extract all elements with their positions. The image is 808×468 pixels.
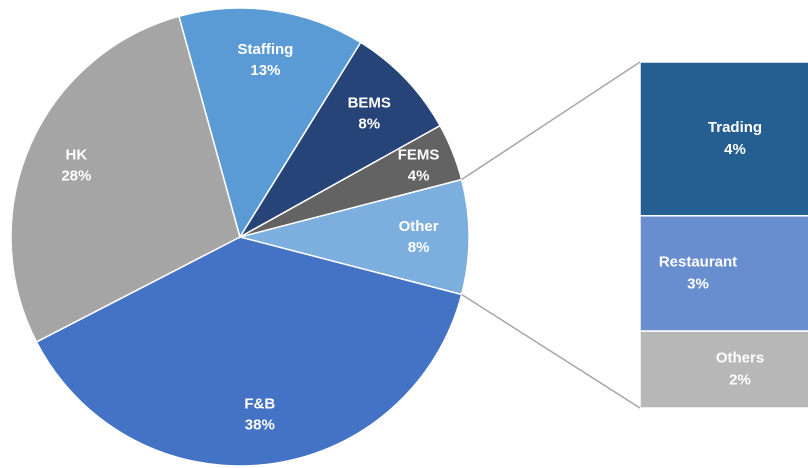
pie-slice	[10, 15, 241, 343]
connector	[461, 61, 641, 181]
connector	[461, 293, 641, 409]
pie-slice	[35, 236, 463, 467]
bar-value: 4%	[724, 141, 746, 158]
pie-slice	[237, 41, 442, 240]
slice-value: 8%	[358, 116, 380, 133]
bar-label: Trading	[708, 119, 762, 136]
bar-segment	[639, 61, 808, 217]
pie-slice	[237, 178, 470, 296]
bar-label: Others	[716, 350, 764, 367]
slice-label: FEMS	[398, 146, 440, 163]
slice-value: 28%	[61, 167, 91, 184]
slice-label: F&B	[244, 395, 275, 412]
slice-label: Other	[399, 218, 439, 235]
bar-segment	[639, 215, 808, 332]
bar-value: 2%	[729, 372, 751, 389]
bar-segment	[639, 330, 808, 409]
bar-label: Restaurant	[659, 253, 737, 270]
slice-label: Staffing	[238, 41, 294, 58]
slice-value: 8%	[408, 239, 430, 256]
slice-value: 4%	[408, 167, 430, 184]
slice-value: 38%	[245, 416, 275, 433]
slice-label: HK	[66, 146, 88, 163]
bar-value: 3%	[687, 275, 709, 292]
pie-slice	[178, 7, 362, 239]
slice-label: BEMS	[348, 95, 391, 112]
slice-value: 13%	[250, 62, 280, 79]
